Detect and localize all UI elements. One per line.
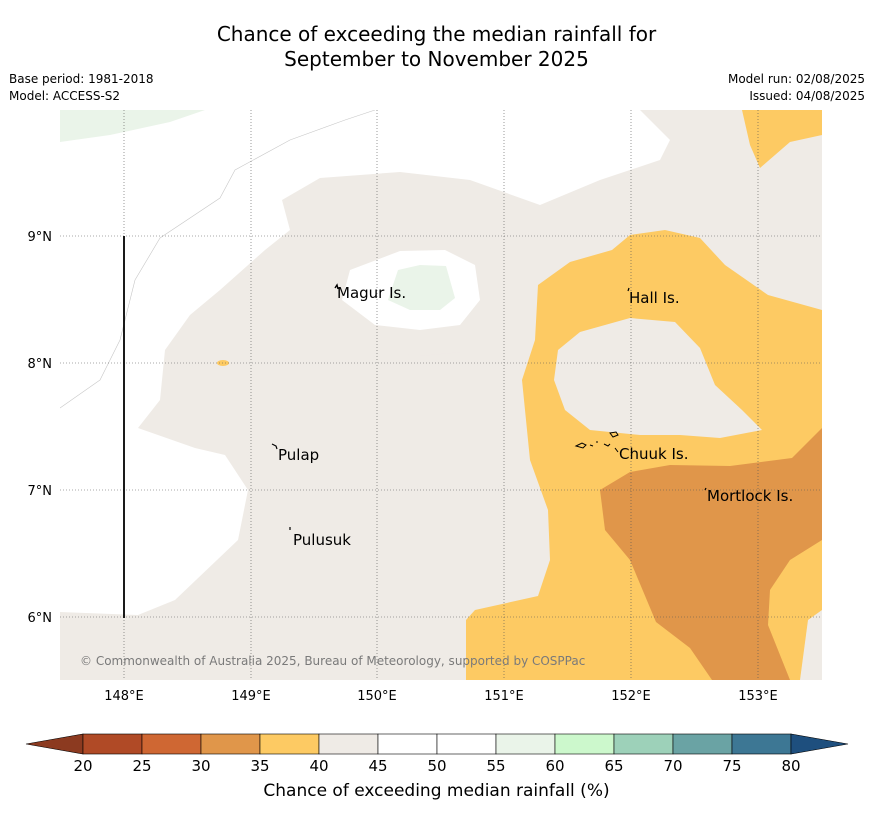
colorbar-segment	[141, 733, 202, 755]
colorbar-segment	[436, 733, 497, 755]
title-line-1: Chance of exceeding the median rainfall …	[216, 22, 657, 46]
lat-tick-label: 9°N	[28, 230, 53, 245]
region-55-60-corner	[60, 110, 205, 142]
axis-labels: 148°E 149°E 150°E 151°E 152°E 153°E 9°N 8°N 7°N 6…	[28, 230, 778, 704]
colorbar-tick-label: 55	[486, 757, 505, 775]
issued-date: Issued: 04/08/2025	[749, 89, 865, 103]
colorbar-segment	[82, 733, 143, 755]
lon-tick-label: 151°E	[484, 689, 524, 704]
contour-line	[60, 110, 376, 409]
place-label: Pulap	[278, 446, 319, 464]
colorbar-tick-label: 75	[722, 757, 741, 775]
place-label: Magur Is.	[337, 284, 406, 302]
region-30-35	[600, 428, 822, 680]
colorbar-tick-label: 45	[368, 757, 387, 775]
colorbar-tick-label: 80	[781, 757, 800, 775]
colorbar-tick-label: 50	[427, 757, 446, 775]
colorbar-segment	[731, 733, 792, 755]
island-pulap	[271, 443, 278, 450]
colorbar-over-arrow	[790, 733, 849, 755]
meta-right: Model run: 02/08/2025 Issued: 04/08/2025	[728, 71, 865, 105]
place-labels: Magur Is. Hall Is. Pulap Chuuk Is. Mortlock …	[278, 284, 793, 549]
colorbar-title: Chance of exceeding median rainfall (%)	[263, 781, 610, 801]
region-35-40-north	[742, 110, 822, 168]
colorbar-tick-label: 20	[73, 757, 92, 775]
colorbar: 20 25 30 35 40 45 50 55 60 65 70 75 80	[25, 733, 849, 775]
colorbar-tick-label: 60	[545, 757, 564, 775]
map-fill-layer	[60, 110, 822, 680]
region-55-60-magur	[388, 265, 455, 310]
colorbar-tick-label: 30	[191, 757, 210, 775]
colorbar-segment	[318, 733, 379, 755]
place-label: Mortlock Is.	[707, 487, 793, 505]
attribution: © Commonwealth of Australia 2025, Bureau…	[80, 654, 586, 668]
colorbar-segment	[200, 733, 261, 755]
meta-left: Base period: 1981-2018 Model: ACCESS-S2	[9, 71, 154, 105]
lon-tick-label: 152°E	[611, 689, 651, 704]
lon-tick-label: 150°E	[357, 689, 397, 704]
place-label: Hall Is.	[629, 289, 680, 307]
colorbar-segment	[672, 733, 733, 755]
base-period: Base period: 1981-2018	[9, 72, 154, 86]
colorbar-segment	[613, 733, 674, 755]
model-run: Model run: 02/08/2025	[727, 72, 865, 86]
place-label: Chuuk Is.	[619, 445, 688, 463]
island-chuuk	[574, 431, 619, 453]
colorbar-segment	[554, 733, 615, 755]
lat-tick-label: 8°N	[28, 357, 53, 372]
colorbar-tick-label: 70	[663, 757, 682, 775]
colorbar-tick-label: 40	[309, 757, 328, 775]
island-markers	[271, 283, 707, 530]
region-45-55-southeast	[800, 610, 822, 680]
region-40-45-hall	[554, 318, 762, 438]
colorbar-segment	[259, 733, 320, 755]
lon-tick-label: 153°E	[738, 689, 778, 704]
colorbar-tick-label: 35	[250, 757, 269, 775]
colorbar-segment	[377, 733, 438, 755]
region-45-55	[60, 110, 670, 615]
lat-tick-label: 6°N	[28, 611, 53, 626]
island-magur	[334, 283, 339, 290]
model-name: Model: ACCESS-S2	[9, 89, 121, 103]
lat-tick-label: 7°N	[28, 484, 53, 499]
colorbar-under-arrow	[25, 733, 84, 755]
map-title: Chance of exceeding the median rainfall …	[0, 22, 873, 72]
title-line-2: September to November 2025	[284, 47, 589, 71]
colorbar-segment	[495, 733, 556, 755]
lon-tick-label: 148°E	[104, 689, 144, 704]
colorbar-tick-label: 65	[604, 757, 623, 775]
island-mortlock	[704, 487, 707, 491]
lon-tick-label: 149°E	[231, 689, 271, 704]
island-hall	[627, 287, 630, 292]
colorbar-tick-label: 25	[132, 757, 151, 775]
graticule	[60, 110, 822, 680]
place-label: Pulusuk	[293, 531, 351, 549]
